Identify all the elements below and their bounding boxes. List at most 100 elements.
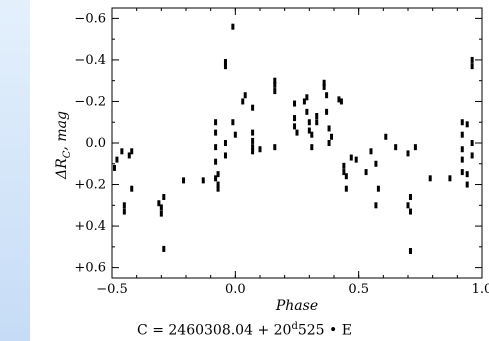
data-point (342, 162, 346, 169)
data-point (470, 152, 474, 159)
data-point (273, 88, 277, 95)
data-point (307, 127, 311, 134)
ephemeris-caption: C = 2460308.04 + 20d525 • E (0, 321, 489, 339)
data-point (233, 131, 237, 138)
data-point (460, 119, 464, 126)
data-point (354, 156, 358, 163)
y-tick-label: +0.2 (74, 178, 106, 193)
caption-prefix: C = 2460308.04 + 20 (137, 322, 292, 339)
data-point (374, 160, 378, 167)
data-point (115, 156, 119, 163)
y-tick-label: +0.6 (74, 261, 106, 276)
data-point (214, 129, 218, 136)
data-point (428, 175, 432, 182)
data-point (251, 104, 255, 111)
data-point (470, 56, 474, 63)
data-point (470, 140, 474, 146)
data-point (273, 144, 277, 151)
data-point (408, 248, 412, 254)
data-point (159, 210, 163, 217)
figure-panel (30, 0, 489, 341)
caption-superscript: d (291, 321, 298, 332)
data-point (310, 131, 314, 138)
data-point (465, 171, 469, 178)
data-point (406, 202, 410, 209)
y-tick-label: +0.4 (74, 219, 106, 234)
data-point (216, 171, 220, 178)
data-point (325, 92, 329, 99)
y-tick-label: 0.0 (85, 136, 106, 151)
data-point (322, 79, 326, 86)
data-point (339, 98, 343, 105)
y-tick-label: −0.4 (74, 53, 106, 68)
data-point (273, 77, 277, 84)
data-point (162, 194, 166, 200)
data-point (327, 125, 331, 132)
plot-frame (111, 7, 483, 279)
data-point (251, 148, 255, 155)
y-tick-label: −0.2 (74, 94, 106, 109)
data-point (241, 98, 245, 105)
data-point (223, 59, 227, 65)
data-point (112, 164, 116, 171)
data-point (122, 202, 126, 209)
data-point (342, 169, 346, 176)
data-point (127, 152, 131, 159)
data-point (460, 169, 464, 176)
data-point (369, 148, 373, 155)
data-point (251, 144, 255, 151)
data-point (337, 96, 341, 103)
data-point (223, 152, 227, 159)
data-point (460, 156, 464, 163)
data-point (214, 158, 218, 165)
data-point (327, 140, 331, 146)
data-point (349, 154, 353, 161)
data-point (214, 175, 218, 182)
data-point (307, 119, 311, 126)
data-point (384, 133, 388, 140)
data-point (315, 119, 319, 126)
data-point (330, 133, 334, 140)
data-point (231, 23, 235, 30)
data-point (344, 185, 348, 192)
data-point (223, 63, 227, 70)
data-point (243, 92, 247, 99)
data-point (305, 94, 309, 101)
data-point (258, 146, 262, 153)
y-axis-title-suffix: , mag (54, 111, 70, 151)
y-axis-title-base: ΔR (54, 158, 70, 180)
data-point (344, 173, 348, 180)
data-point (293, 123, 297, 130)
x-tick-label: 0.5 (348, 282, 369, 297)
data-point (460, 146, 464, 153)
data-point (157, 200, 161, 207)
data-point (130, 148, 134, 155)
y-tick-label: −0.6 (74, 11, 106, 26)
data-point (182, 177, 186, 184)
data-point (374, 202, 378, 209)
scatter-plot: −0.5 0.0 0.5 1.0 −0.6 −0.4 −0.2 0.0 +0.2 +0.4 +0.6… (54, 7, 489, 314)
data-point (315, 113, 319, 119)
data-point (325, 108, 329, 115)
data-point (162, 245, 166, 252)
data-point (394, 144, 398, 151)
data-point (470, 63, 474, 70)
data-point (413, 144, 417, 151)
data-point (293, 115, 297, 122)
data-point (231, 119, 235, 126)
data-point (408, 194, 412, 200)
data-point (216, 181, 220, 188)
data-point (408, 208, 412, 215)
data-point (465, 121, 469, 128)
data-point (120, 148, 124, 155)
data-point (465, 181, 469, 188)
data-point (295, 129, 299, 136)
data-point (460, 131, 464, 138)
data-point (376, 185, 380, 192)
x-tick-label: 0.0 (225, 282, 246, 297)
y-axis-title: ΔRC, mag (54, 111, 73, 180)
data-point (302, 98, 306, 105)
y-axis-title-sub: C (62, 150, 73, 158)
data-point (130, 185, 134, 192)
data-point (310, 144, 314, 151)
